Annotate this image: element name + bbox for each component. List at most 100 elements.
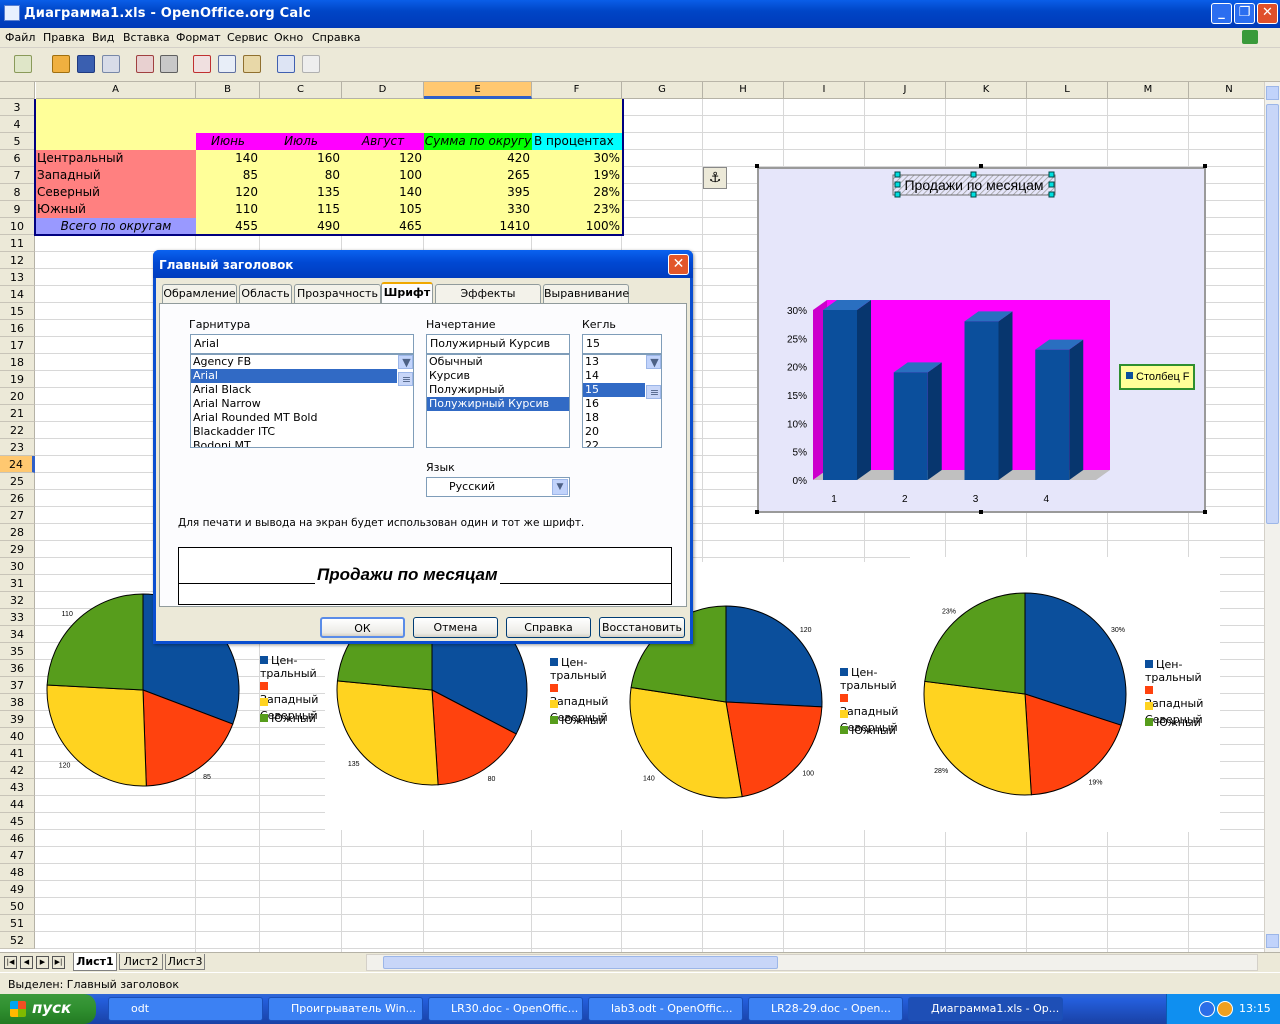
- table-row-label[interactable]: Западный: [37, 168, 101, 182]
- column-header-l[interactable]: L: [1027, 82, 1108, 99]
- table-cell[interactable]: 120: [235, 185, 258, 199]
- task-odt[interactable]: odt: [108, 997, 263, 1021]
- anchor-icon[interactable]: ⚓: [703, 167, 727, 189]
- table-cell[interactable]: 30%: [593, 151, 620, 165]
- list-item[interactable]: 13: [585, 355, 599, 368]
- save-icon[interactable]: [77, 55, 95, 73]
- table-cell[interactable]: 105: [399, 202, 422, 216]
- undo-icon[interactable]: [277, 55, 295, 73]
- row-header-8[interactable]: 8: [0, 184, 35, 201]
- table-cell[interactable]: 160: [317, 151, 340, 165]
- header-percent[interactable]: В процентах: [534, 134, 614, 148]
- list-item[interactable]: Blackadder ITC: [193, 425, 276, 438]
- list-item[interactable]: 14: [585, 369, 599, 382]
- column-header-m[interactable]: M: [1108, 82, 1189, 99]
- list-item[interactable]: Полужирный: [429, 383, 505, 396]
- column-header-j[interactable]: J: [865, 82, 946, 99]
- row-header-43[interactable]: 43: [0, 779, 35, 796]
- prev-sheet-icon[interactable]: ◀: [20, 956, 33, 969]
- row-header-7[interactable]: 7: [0, 167, 35, 184]
- select-all-corner[interactable]: [0, 82, 35, 99]
- list-item[interactable]: Обычный: [429, 355, 483, 368]
- table-cell[interactable]: 140: [235, 151, 258, 165]
- column-header-b[interactable]: B: [196, 82, 260, 99]
- close-button[interactable]: ✕: [1257, 3, 1278, 24]
- column-header-i[interactable]: I: [784, 82, 865, 99]
- row-header-42[interactable]: 42: [0, 762, 35, 779]
- header-june[interactable]: Июнь: [211, 134, 245, 148]
- tab-borders[interactable]: Обрамление: [162, 284, 237, 303]
- row-header-10[interactable]: 10: [0, 218, 35, 235]
- table-cell[interactable]: 100: [399, 168, 422, 182]
- row-header-14[interactable]: 14: [0, 286, 35, 303]
- row-header-35[interactable]: 35: [0, 643, 35, 660]
- next-sheet-icon[interactable]: ▶: [36, 956, 49, 969]
- menu-file[interactable]: Файл: [5, 31, 36, 44]
- font-list-scrollbar[interactable]: ▲ ≡ ▼: [398, 355, 413, 386]
- menu-tools[interactable]: Сервис: [227, 31, 269, 44]
- row-header-39[interactable]: 39: [0, 711, 35, 728]
- row-header-4[interactable]: 4: [0, 116, 35, 133]
- tab-transparency[interactable]: Прозрачность: [294, 284, 381, 303]
- row-header-24[interactable]: 24: [0, 456, 35, 473]
- table-cell[interactable]: 140: [399, 185, 422, 199]
- row-header-23[interactable]: 23: [0, 439, 35, 456]
- row-header-17[interactable]: 17: [0, 337, 35, 354]
- copy-icon[interactable]: [218, 55, 236, 73]
- row-header-51[interactable]: 51: [0, 915, 35, 932]
- row-header-46[interactable]: 46: [0, 830, 35, 847]
- font-family-list[interactable]: Agency FB Arial Arial Black Arial Narrow…: [190, 354, 414, 448]
- row-header-52[interactable]: 52: [0, 932, 35, 949]
- hscroll-thumb[interactable]: [383, 956, 778, 969]
- column-header-e[interactable]: E: [424, 82, 532, 99]
- pie-slice[interactable]: [46, 684, 147, 787]
- row-header-3[interactable]: 3: [0, 99, 35, 116]
- back-arrow-icon[interactable]: [1199, 1001, 1215, 1017]
- export-pdf-icon[interactable]: [136, 55, 154, 73]
- scroll-thumb[interactable]: ≡: [646, 385, 661, 399]
- row-header-9[interactable]: 9: [0, 201, 35, 218]
- language-select[interactable]: Русский: [426, 477, 570, 497]
- table-cell[interactable]: 23%: [593, 202, 620, 216]
- row-header-32[interactable]: 32: [0, 592, 35, 609]
- ok-button[interactable]: ОК: [320, 617, 405, 638]
- row-header-15[interactable]: 15: [0, 303, 35, 320]
- tab-area[interactable]: Область: [239, 284, 292, 303]
- scroll-down-button[interactable]: [1266, 934, 1279, 948]
- sheet-tab-2[interactable]: Лист2: [119, 954, 163, 970]
- row-header-31[interactable]: 31: [0, 575, 35, 592]
- row-header-21[interactable]: 21: [0, 405, 35, 422]
- task-lab3[interactable]: lab3.odt - OpenOffic...: [588, 997, 743, 1021]
- table-row-label[interactable]: Южный: [37, 202, 86, 216]
- help-button[interactable]: Справка: [506, 617, 591, 638]
- row-header-41[interactable]: 41: [0, 745, 35, 762]
- sheet-tab-1[interactable]: Лист1: [73, 953, 117, 971]
- column-header-f[interactable]: F: [532, 82, 622, 99]
- horizontal-scrollbar[interactable]: [366, 954, 1258, 971]
- row-header-30[interactable]: 30: [0, 558, 35, 575]
- tray-app-icon[interactable]: [1217, 1001, 1233, 1017]
- table-cell[interactable]: 265: [507, 168, 530, 182]
- column-header-a[interactable]: A: [36, 82, 196, 99]
- column-header-d[interactable]: D: [342, 82, 424, 99]
- list-item[interactable]: 20: [585, 425, 599, 438]
- table-cell[interactable]: 135: [317, 185, 340, 199]
- title-format-dialog[interactable]: Главный заголовок ✕ Обрамление Область П…: [153, 250, 693, 644]
- header-august[interactable]: Август: [361, 134, 405, 148]
- maximize-button[interactable]: ❐: [1234, 3, 1255, 24]
- row-header-50[interactable]: 50: [0, 898, 35, 915]
- scroll-thumb[interactable]: [1266, 104, 1279, 524]
- row-header-11[interactable]: 11: [0, 235, 35, 252]
- menu-edit[interactable]: Правка: [43, 31, 85, 44]
- row-header-22[interactable]: 22: [0, 422, 35, 439]
- table-cell[interactable]: 455: [235, 219, 258, 233]
- row-header-40[interactable]: 40: [0, 728, 35, 745]
- row-header-33[interactable]: 33: [0, 609, 35, 626]
- table-cell[interactable]: 19%: [593, 168, 620, 182]
- list-item-selected[interactable]: Arial: [191, 369, 397, 383]
- table-cell[interactable]: 80: [324, 168, 340, 182]
- column-header-g[interactable]: G: [622, 82, 703, 99]
- row-header-6[interactable]: 6: [0, 150, 35, 167]
- task-diagram1[interactable]: Диаграмма1.xls - Op...: [908, 997, 1063, 1021]
- menu-window[interactable]: Окно: [274, 31, 304, 44]
